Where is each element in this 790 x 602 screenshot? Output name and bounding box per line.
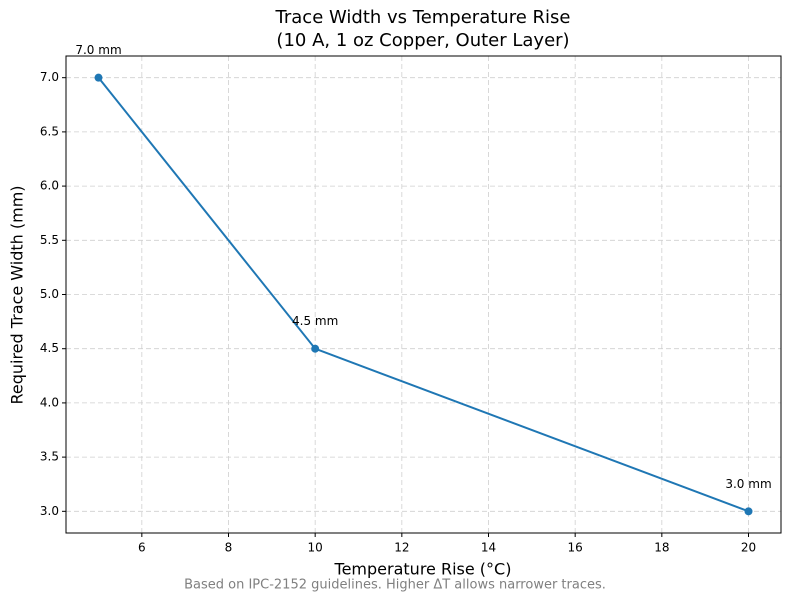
y-tick-label: 7.0 bbox=[40, 70, 59, 84]
x-tick-label: 10 bbox=[308, 541, 323, 555]
x-tick-label: 14 bbox=[481, 541, 496, 555]
y-tick-label: 5.0 bbox=[40, 287, 59, 301]
value-label: 4.5 mm bbox=[292, 314, 338, 328]
x-tick-label: 12 bbox=[394, 541, 409, 555]
point bbox=[94, 73, 103, 82]
y-tick-label: 6.0 bbox=[40, 179, 59, 193]
y-tick-label: 5.5 bbox=[40, 233, 59, 247]
value-label: 3.0 mm bbox=[725, 477, 771, 491]
x-tick-label: 8 bbox=[225, 541, 233, 555]
y-tick-label: 4.5 bbox=[40, 341, 59, 355]
x-tick-label: 16 bbox=[568, 541, 583, 555]
y-tick-label: 6.5 bbox=[40, 124, 59, 138]
x-tick-label: 18 bbox=[654, 541, 669, 555]
value-label: 7.0 mm bbox=[75, 43, 121, 57]
y-tick-label: 4.0 bbox=[40, 395, 59, 409]
y-axis-label: Required Trace Width (mm) bbox=[8, 185, 27, 404]
plot-frame bbox=[65, 55, 782, 534]
x-tick-label: 20 bbox=[741, 541, 756, 555]
x-tick-label: 6 bbox=[138, 541, 146, 555]
x-axis-label: Temperature Rise (°C) bbox=[334, 560, 512, 579]
footnote: Based on IPC-2152 guidelines. Higher ΔT … bbox=[184, 578, 606, 593]
chart-subtitle: (10 A, 1 oz Copper, Outer Layer) bbox=[276, 30, 569, 51]
point bbox=[311, 344, 320, 353]
y-tick-label: 3.5 bbox=[40, 450, 59, 464]
chart-title: Trace Width vs Temperature Rise bbox=[275, 7, 571, 28]
y-tick-label: 3.0 bbox=[40, 504, 59, 518]
point bbox=[744, 507, 753, 516]
